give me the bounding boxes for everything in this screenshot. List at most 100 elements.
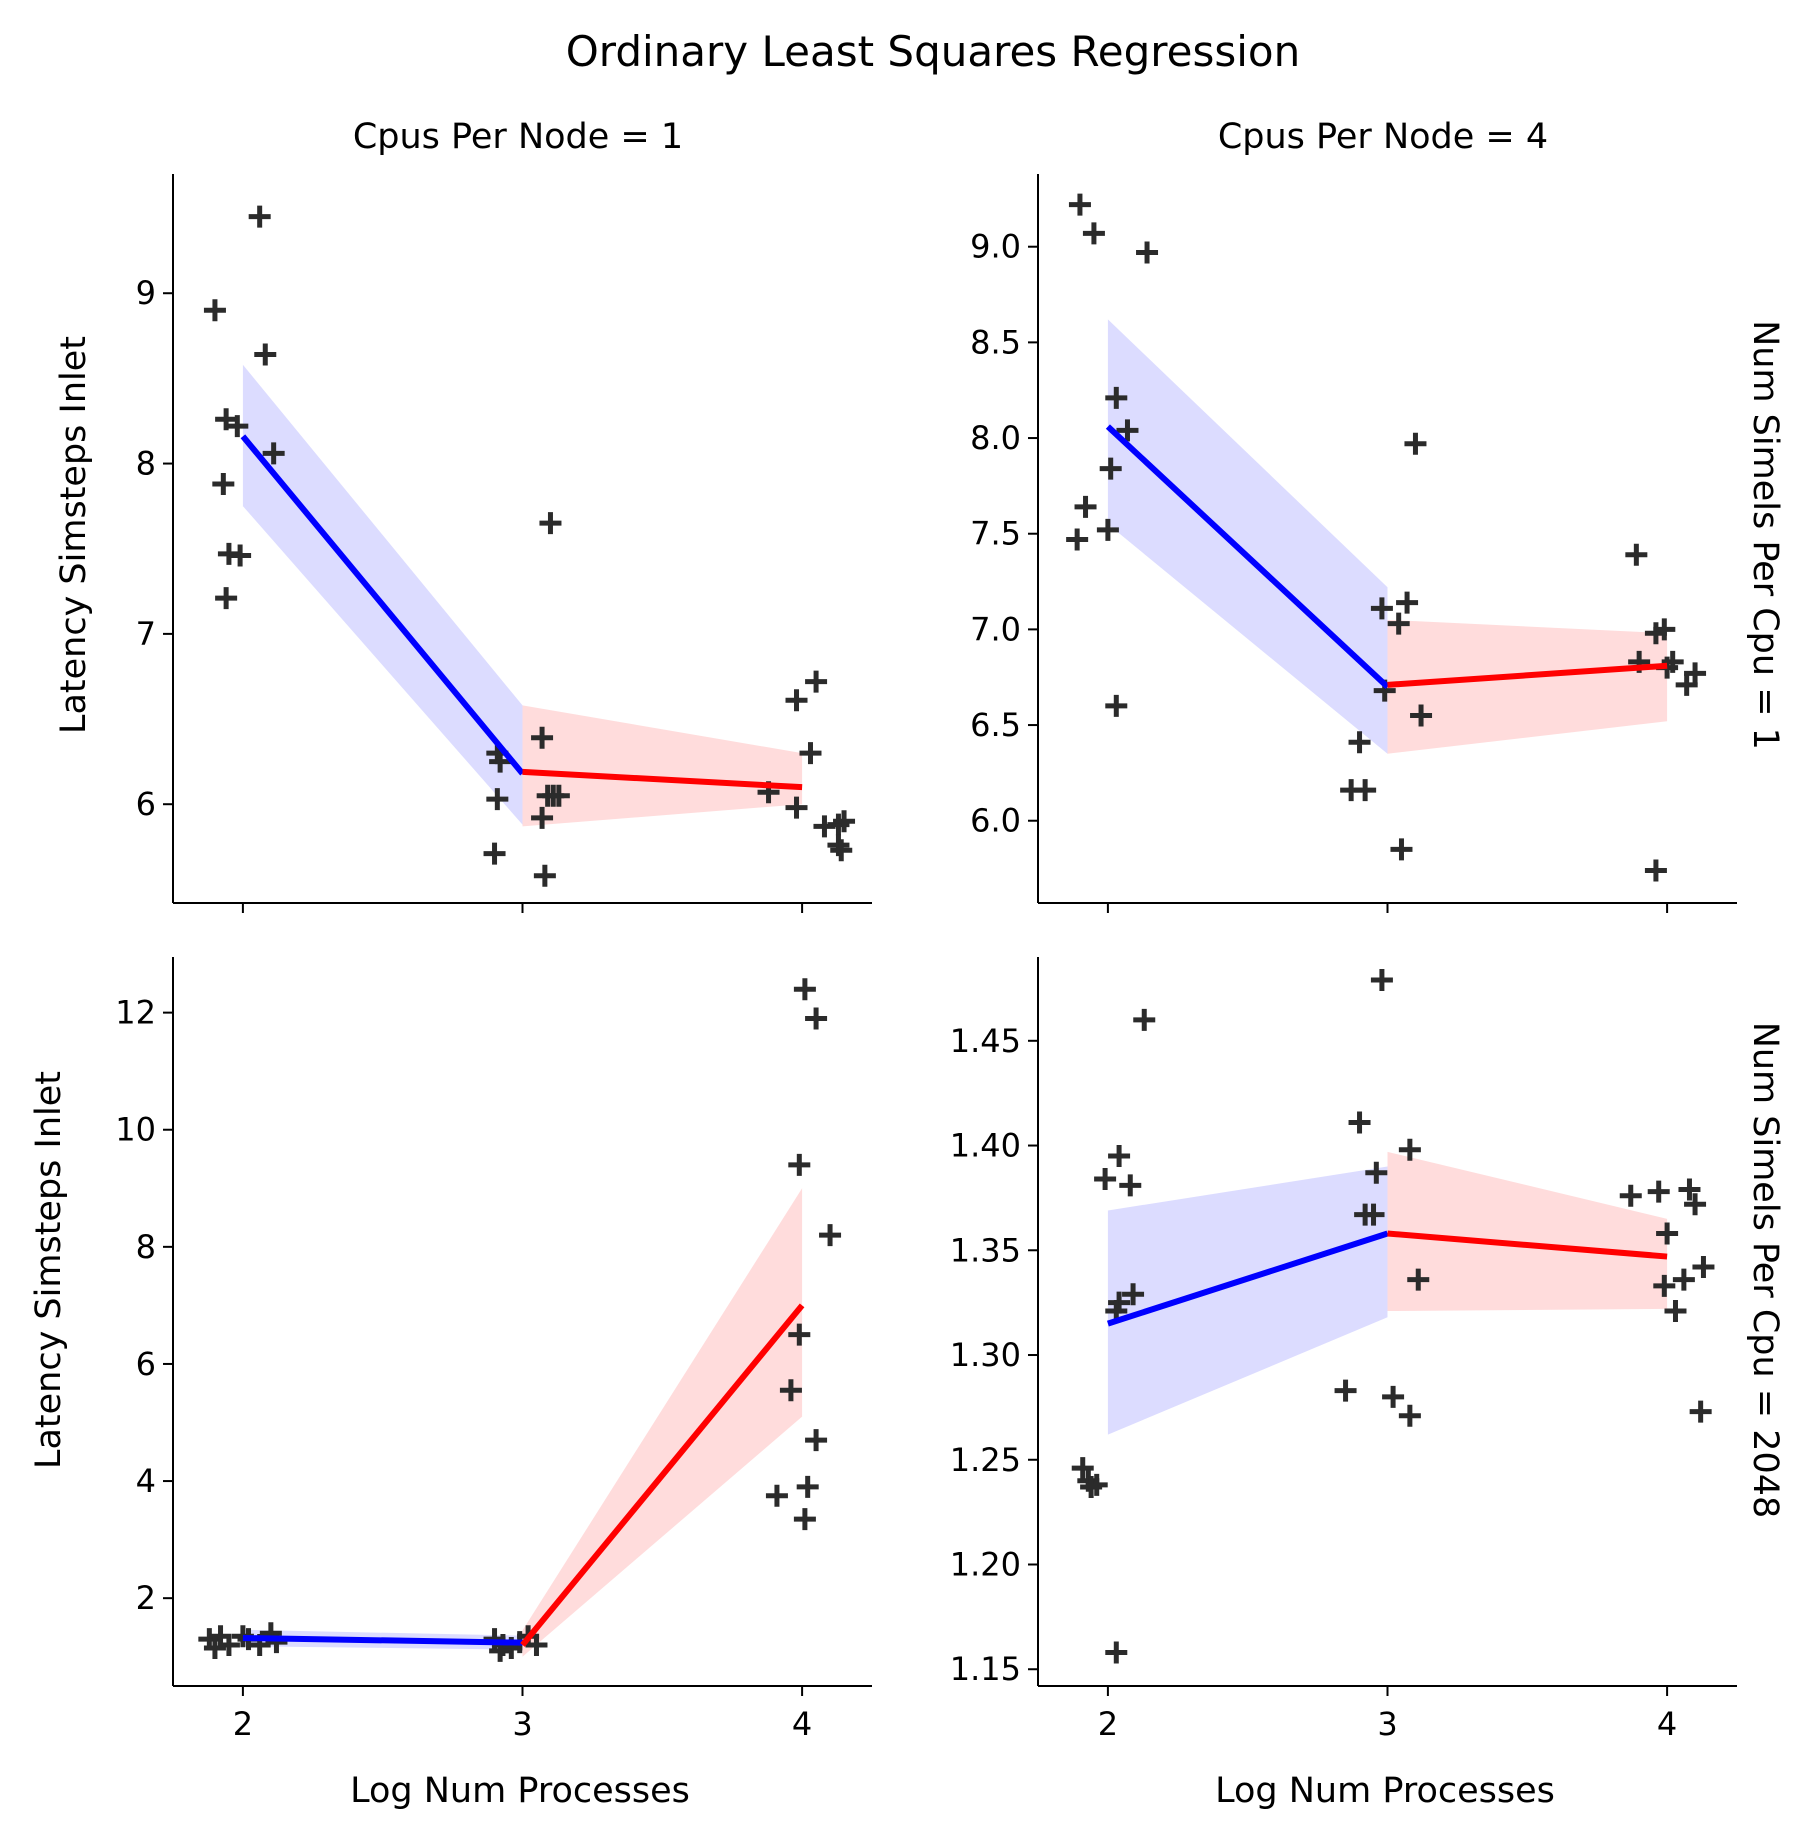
- data-point: [254, 343, 277, 366]
- y-tick-label: 7.0: [970, 610, 1021, 648]
- data-point: [1071, 1457, 1094, 1480]
- data-point: [1116, 419, 1139, 442]
- data-point: [533, 864, 556, 887]
- row-title-top: Num Simels Per Cpu = 1: [1745, 320, 1785, 750]
- panel-bottom-left: 2 4 6 8 10 12 2 3 4: [115, 957, 872, 1743]
- confidence-band-high: [522, 1188, 803, 1657]
- data-point: [1653, 618, 1676, 641]
- data-point: [1675, 673, 1698, 696]
- data-point: [1365, 1161, 1388, 1184]
- data-point: [1684, 662, 1707, 685]
- data-point: [1082, 222, 1105, 245]
- fit-line-high: [1387, 662, 1668, 688]
- figure-title: Ordinary Least Squares Regression: [566, 27, 1301, 76]
- data-point: [1647, 1180, 1670, 1203]
- data-point: [830, 839, 853, 862]
- data-point: [1404, 432, 1427, 455]
- data-point: [265, 1631, 288, 1654]
- data-point: [1370, 597, 1393, 620]
- data-point: [1122, 1283, 1145, 1306]
- data-point: [1099, 457, 1122, 480]
- data-point: [1689, 1400, 1712, 1423]
- data-point: [1348, 1111, 1371, 1134]
- data-point: [1684, 1193, 1707, 1216]
- y-tick-label: 6: [136, 1345, 156, 1383]
- confidence-band-high: [522, 705, 803, 827]
- data-point: [483, 842, 506, 865]
- data-point: [1656, 1222, 1679, 1245]
- y-tick-label: 8: [136, 445, 156, 483]
- data-point: [1068, 193, 1091, 216]
- y-tick-label: 6.5: [970, 706, 1021, 744]
- data-point: [212, 472, 235, 495]
- data-point: [1678, 1178, 1701, 1201]
- x-axis-label-right: Log Num Processes: [1215, 1771, 1555, 1811]
- data-point: [1105, 386, 1128, 409]
- x-tick-label: 2: [233, 1705, 253, 1743]
- fit-line-high: [522, 768, 803, 791]
- confidence-band-low: [1107, 319, 1388, 754]
- data-point: [1664, 1300, 1687, 1323]
- x-tick-label: 3: [1377, 1705, 1397, 1743]
- data-point: [1619, 1184, 1642, 1207]
- data-point: [1119, 1174, 1142, 1197]
- data-point: [788, 1153, 811, 1176]
- y-tick-label: 6.0: [970, 802, 1021, 840]
- data-point: [1396, 591, 1419, 614]
- data-point: [1382, 1385, 1405, 1408]
- y-tick-label: 9.0: [970, 228, 1021, 266]
- data-point: [262, 442, 285, 465]
- data-point: [547, 784, 570, 807]
- data-point: [785, 796, 808, 819]
- data-point: [1105, 694, 1128, 717]
- fit-line-high: [1387, 1230, 1668, 1260]
- x-axis-label-left: Log Num Processes: [350, 1771, 690, 1811]
- x-tick-label: 3: [512, 1705, 532, 1743]
- y-axis-label-top: Latency Simsteps Inlet: [54, 336, 94, 734]
- y-tick-label: 12: [115, 994, 156, 1032]
- data-point: [217, 1634, 240, 1657]
- fit-line-low: [240, 434, 525, 776]
- data-point: [827, 834, 850, 857]
- y-tick-label: 1.45: [950, 1022, 1021, 1060]
- data-point: [805, 670, 828, 693]
- fit-line-low: [1106, 1230, 1389, 1327]
- data-point: [799, 742, 822, 765]
- x-tick-label: 4: [1657, 1705, 1677, 1743]
- data-point: [779, 1379, 802, 1402]
- data-point: [1354, 779, 1377, 802]
- data-point: [1692, 1256, 1715, 1279]
- data-point: [531, 806, 554, 829]
- data-point: [796, 1475, 819, 1498]
- column-title-left: Cpus Per Node = 1: [353, 117, 683, 157]
- data-point: [215, 587, 238, 610]
- data-point: [1066, 528, 1089, 551]
- y-tick-label: 10: [115, 1111, 156, 1149]
- data-point: [1661, 650, 1684, 673]
- data-point: [765, 1484, 788, 1507]
- confidence-band-low: [242, 364, 523, 825]
- data-point: [226, 415, 249, 438]
- data-point: [819, 1224, 842, 1247]
- data-point: [1136, 241, 1159, 264]
- data-point: [525, 1634, 548, 1657]
- y-tick-label: 2: [136, 1579, 156, 1617]
- data-point: [1133, 1008, 1156, 1031]
- data-point: [203, 1636, 226, 1659]
- data-point: [793, 1508, 816, 1531]
- y-tick-label: 4: [136, 1462, 156, 1500]
- data-point: [1398, 1138, 1421, 1161]
- y-tick-label: 1.40: [950, 1127, 1021, 1165]
- data-point: [1398, 1404, 1421, 1427]
- data-point: [489, 750, 512, 773]
- panel-bottom-right: 1.15 1.20 1.25 1.30 1.35 1.40 1.45 2 3 4: [950, 957, 1737, 1743]
- y-tick-label: 8.5: [970, 323, 1021, 361]
- x-tick-label: 4: [792, 1705, 812, 1743]
- data-point: [1653, 1274, 1676, 1297]
- data-point: [1108, 1145, 1131, 1168]
- data-point: [1672, 1268, 1695, 1291]
- data-point: [1370, 969, 1393, 992]
- data-point: [785, 689, 808, 712]
- data-point: [805, 1007, 828, 1030]
